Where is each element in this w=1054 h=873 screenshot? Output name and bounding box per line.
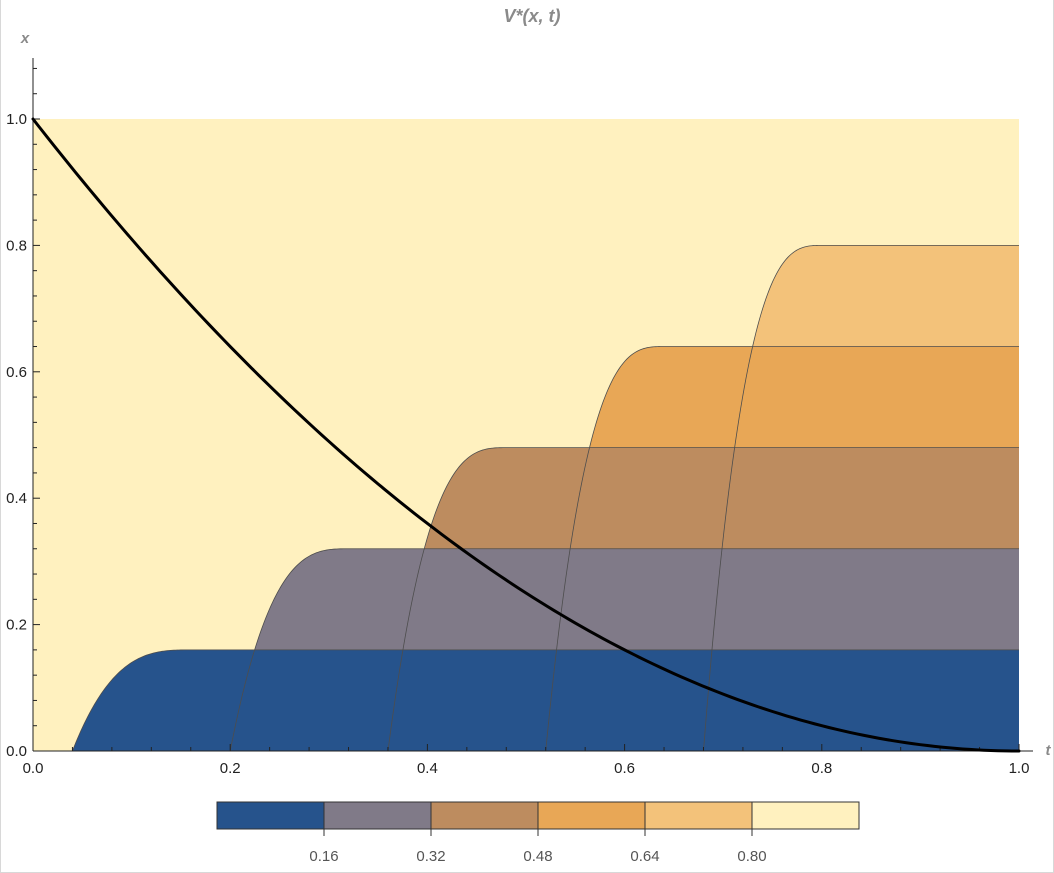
legend-label: 0.32: [416, 848, 445, 865]
y-tick-label: 0.8: [6, 237, 27, 254]
y-tick-label: 0.2: [6, 617, 27, 634]
y-tick-label: 0.6: [6, 364, 27, 381]
y-tick-label: 0.4: [6, 490, 27, 507]
y-tick-label: 0.0: [6, 743, 27, 760]
legend-swatch: [216, 801, 325, 830]
contour-line-4: [545, 346, 1019, 752]
x-tick-label: 0.8: [811, 760, 832, 777]
x-tick-label: 0.4: [417, 760, 438, 777]
overlay-curve: [31, 117, 1021, 753]
x-tick-label: 0.2: [220, 760, 241, 777]
legend-label: 0.16: [309, 848, 338, 865]
legend-swatch: [430, 801, 539, 830]
x-tick-label: 0.0: [23, 760, 44, 777]
y-tick-label: 1.0: [6, 111, 27, 128]
chart-title: V*(x, t): [503, 6, 560, 26]
legend-swatch: [644, 801, 753, 830]
black-curve-line: [31, 117, 1021, 753]
axes: 0.0 0.2 0.4 0.6 0.8 1.0 0.0 0.2 0.4 0.6 0.8 1.0: [6, 58, 1033, 777]
x-tick-label: 1.0: [1009, 760, 1030, 777]
contour-bands: [33, 119, 1019, 752]
contour-line-1: [72, 649, 1019, 752]
legend-label: 0.64: [630, 848, 659, 865]
legend-label: 0.80: [737, 848, 766, 865]
contour-band-1: [33, 649, 1019, 751]
contour-line-2: [229, 548, 1019, 752]
legend-swatch: [323, 801, 432, 830]
contour-line-5: [703, 245, 1019, 752]
legend-label: 0.48: [523, 848, 552, 865]
y-axis-label: x: [20, 30, 30, 47]
legend-swatch: [537, 801, 646, 830]
x-axis-label: t: [1046, 742, 1052, 759]
legend: 0.16 0.32 0.48 0.64 0.80: [216, 801, 860, 865]
contour-line-3: [387, 447, 1019, 752]
legend-swatch: [751, 801, 860, 830]
x-tick-label: 0.6: [614, 760, 635, 777]
